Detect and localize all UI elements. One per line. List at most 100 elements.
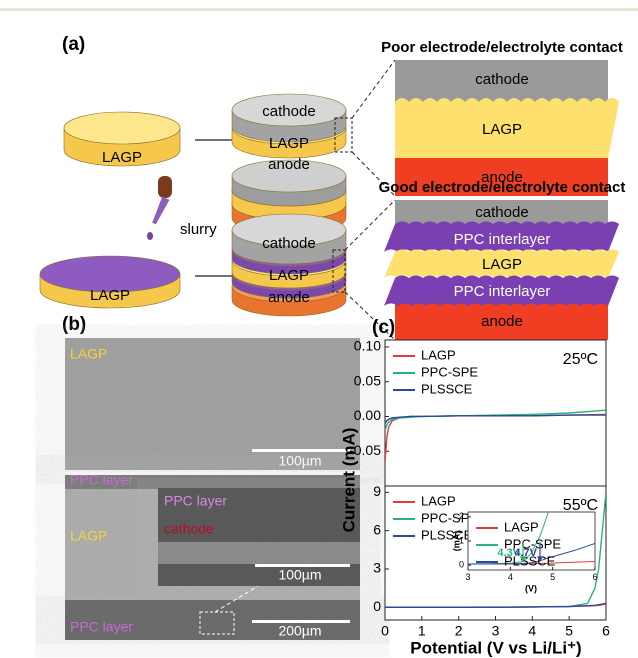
legend-label: PLSSCE [504,553,556,568]
y-axis-title: Current (mA) [339,428,358,533]
y-tick-label: 9 [373,483,381,499]
lagp-layer [395,98,619,158]
scale-bar [252,449,350,452]
legend-label: LAGP [421,493,456,508]
label: LAGP [482,256,522,273]
label: LAGP [90,287,130,304]
label: cathode [262,235,315,252]
y-tick-label: 0 [459,560,464,570]
panel-a: (a) LAGP cathode LAGP anode Poor electrode/el… [39,34,625,341]
ppc-layer [384,275,619,306]
label: (b) [62,314,86,335]
label: PPC layer [70,472,133,488]
label: LAGP [70,528,107,544]
label: PPC interlayer [454,283,551,300]
label: LAGP [482,121,522,138]
disc-top [231,93,347,127]
zoom-box [332,249,346,293]
legend-label: PPC-SPE [421,364,478,379]
legend-label: LAGP [504,519,539,534]
label: cathode [262,103,315,120]
plot-frame [467,511,596,571]
x-tick-label: 0 [381,623,389,639]
arrow-head [520,556,527,563]
label: anode [481,313,523,330]
x-tick-label: 3 [465,572,470,582]
y-tick-label: 6 [373,521,381,537]
label: Poor electrode/electrolyte contact [381,39,623,56]
label: (a) [62,34,85,55]
y-tick-label: 2 [459,511,464,521]
label: 200µm [278,623,321,639]
label: 100µm [278,453,321,469]
sem-layer [65,475,360,489]
series-line [385,602,606,608]
label: anode [481,169,523,186]
x-tick-label: 5 [550,572,555,582]
top-rule [0,8,638,11]
disc-top [231,213,347,247]
inset-x-title: (V) [525,583,537,593]
x-tick-label: 3 [492,623,500,639]
sem-inset-band [158,542,360,564]
y-tick-label: 1 [459,535,464,545]
label: LAGP [269,267,309,284]
temperature: 55ºC [563,497,598,514]
y-tick-label: 0.05 [354,372,381,388]
y-tick-label: 0 [373,598,381,614]
x-tick-label: 2 [455,623,463,639]
scale-bar [255,564,350,567]
legend-label: LAGP [421,347,456,362]
sem-inset [158,488,360,586]
annotation-text: 4.7V [514,547,537,559]
panel-b: (b) LAGP 100µm PPC layer LAGP PPC layer PPC la… [62,314,360,640]
series-line [468,542,595,565]
zoom-lines [351,59,396,197]
scale-bar [252,620,350,623]
zoom-box [199,611,235,635]
sem-image [65,338,360,470]
y-tick-label: 3 [373,560,381,576]
y-tick-label: 0.00 [354,407,381,423]
label: 100µm [278,567,321,583]
label: (c) [372,317,395,338]
label: PPC layer [164,493,227,509]
label: LAGP [70,346,107,362]
dropper-bulb [158,176,172,198]
temperature: 25ºC [563,351,598,368]
legend-label: PLSSCE [421,527,473,542]
anode-layer [395,302,608,340]
zoom-box [334,117,353,153]
y-tick-label: 0.10 [354,338,381,354]
x-tick-label: 6 [592,572,597,582]
x-tick-label: 4 [508,572,513,582]
dropper-tube [152,196,170,225]
label: anode [268,156,310,173]
inset-y-title: (mA) [451,531,461,552]
series-line [385,414,606,424]
label: cathode [475,204,528,221]
label: cathode [164,521,214,537]
ppc-layer [384,221,619,252]
drop [147,232,153,240]
x-tick-label: 5 [565,623,573,639]
legend-label: PPC-SPE [421,510,478,525]
disc-top [63,111,181,145]
label: LAGP [269,135,309,152]
x-tick-label: 1 [418,623,426,639]
label: cathode [475,71,528,88]
x-tick-label: 4 [528,623,536,639]
x-axis-title: Potential (V vs Li/Li⁺) [410,638,581,657]
legend-label: PPC-SPE [504,536,561,551]
x-tick-label: 6 [602,623,610,639]
label: LAGP [102,149,142,166]
legend-label: PLSSCE [421,381,473,396]
label: PPC layer [70,619,133,635]
anode-layer [395,158,608,196]
lagp-layer [384,249,619,278]
label: slurry [180,221,217,238]
annotation-text: 4.3V [497,547,520,559]
label: anode [268,289,310,306]
zoom-line [214,585,259,613]
